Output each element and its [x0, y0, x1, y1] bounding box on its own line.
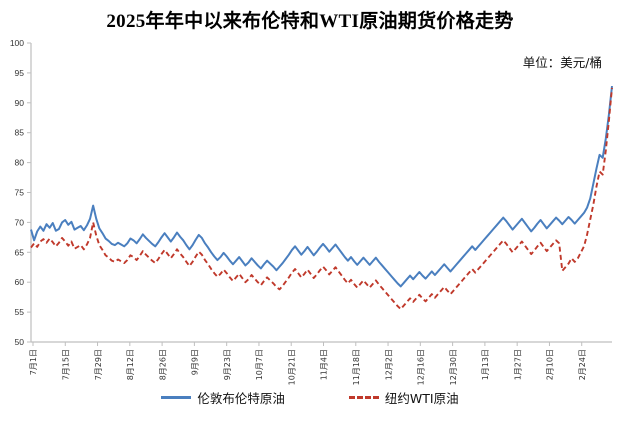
series-line-brent [30, 85, 613, 288]
y-tick-label: 65 [15, 247, 25, 257]
x-tick-label: 12月30日 [449, 349, 458, 385]
legend-item-brent[interactable]: 伦敦布伦特原油 [161, 388, 285, 407]
legend-swatch-wti [348, 396, 379, 399]
chart-legend: 伦敦布伦特原油 纽约WTI原油 [0, 388, 620, 407]
x-tick-label: 12月2日 [384, 349, 393, 380]
x-tick-label: 11月18日 [352, 349, 361, 385]
unit-annotation: 单位：美元/桶 [522, 55, 602, 70]
x-tick-label: 8月26日 [158, 349, 167, 380]
x-tick-label: 2月24日 [578, 349, 587, 380]
x-tick-label: 9月23日 [223, 349, 232, 380]
y-tick-label: 50 [15, 337, 25, 347]
y-tick-label: 60 [15, 277, 25, 287]
data-series-group [30, 85, 613, 311]
legend-label-wti: 纽约WTI原油 [384, 391, 459, 406]
x-tick-label: 7月1日 [29, 349, 38, 375]
x-tick-label: 12月16日 [417, 349, 426, 385]
x-tick-label: 9月9日 [191, 349, 200, 375]
x-tick-label: 7月15日 [61, 349, 70, 380]
legend-swatch-brent [161, 396, 192, 399]
x-tick-label: 8月12日 [126, 349, 135, 380]
x-tick-label: 1月27日 [513, 349, 522, 380]
y-tick-label: 100 [10, 38, 24, 48]
y-tick-label: 75 [15, 188, 25, 198]
chart-title: 2025年年中以来布伦特和WTI原油期货价格走势 [106, 11, 514, 32]
y-tick-label: 80 [15, 158, 25, 168]
x-tick-label: 11月4日 [320, 349, 329, 380]
y-tick-label: 90 [15, 98, 25, 108]
x-tick-label: 10月7日 [255, 349, 264, 380]
legend-item-wti[interactable]: 纽约WTI原油 [348, 388, 459, 407]
y-tick-label: 55 [15, 307, 25, 317]
y-tick-label: 95 [15, 68, 25, 78]
x-axis: 7月1日 7月15日 7月29日 8月12日 8月26日 9月9日 9月23日 10月7日 10… [29, 341, 612, 385]
x-tick-label: 7月29日 [94, 349, 103, 380]
y-tick-label: 85 [15, 128, 25, 138]
series-line-wti [30, 87, 613, 311]
y-tick-label: 70 [15, 217, 25, 227]
x-tick-label: 1月13日 [481, 349, 490, 380]
legend-label-brent: 伦敦布伦特原油 [197, 391, 285, 406]
y-axis: 50 55 60 65 70 75 80 85 90 95 100 [10, 38, 32, 347]
x-tick-label: 2月10日 [546, 349, 555, 380]
x-tick-label: 10月21日 [287, 349, 296, 385]
